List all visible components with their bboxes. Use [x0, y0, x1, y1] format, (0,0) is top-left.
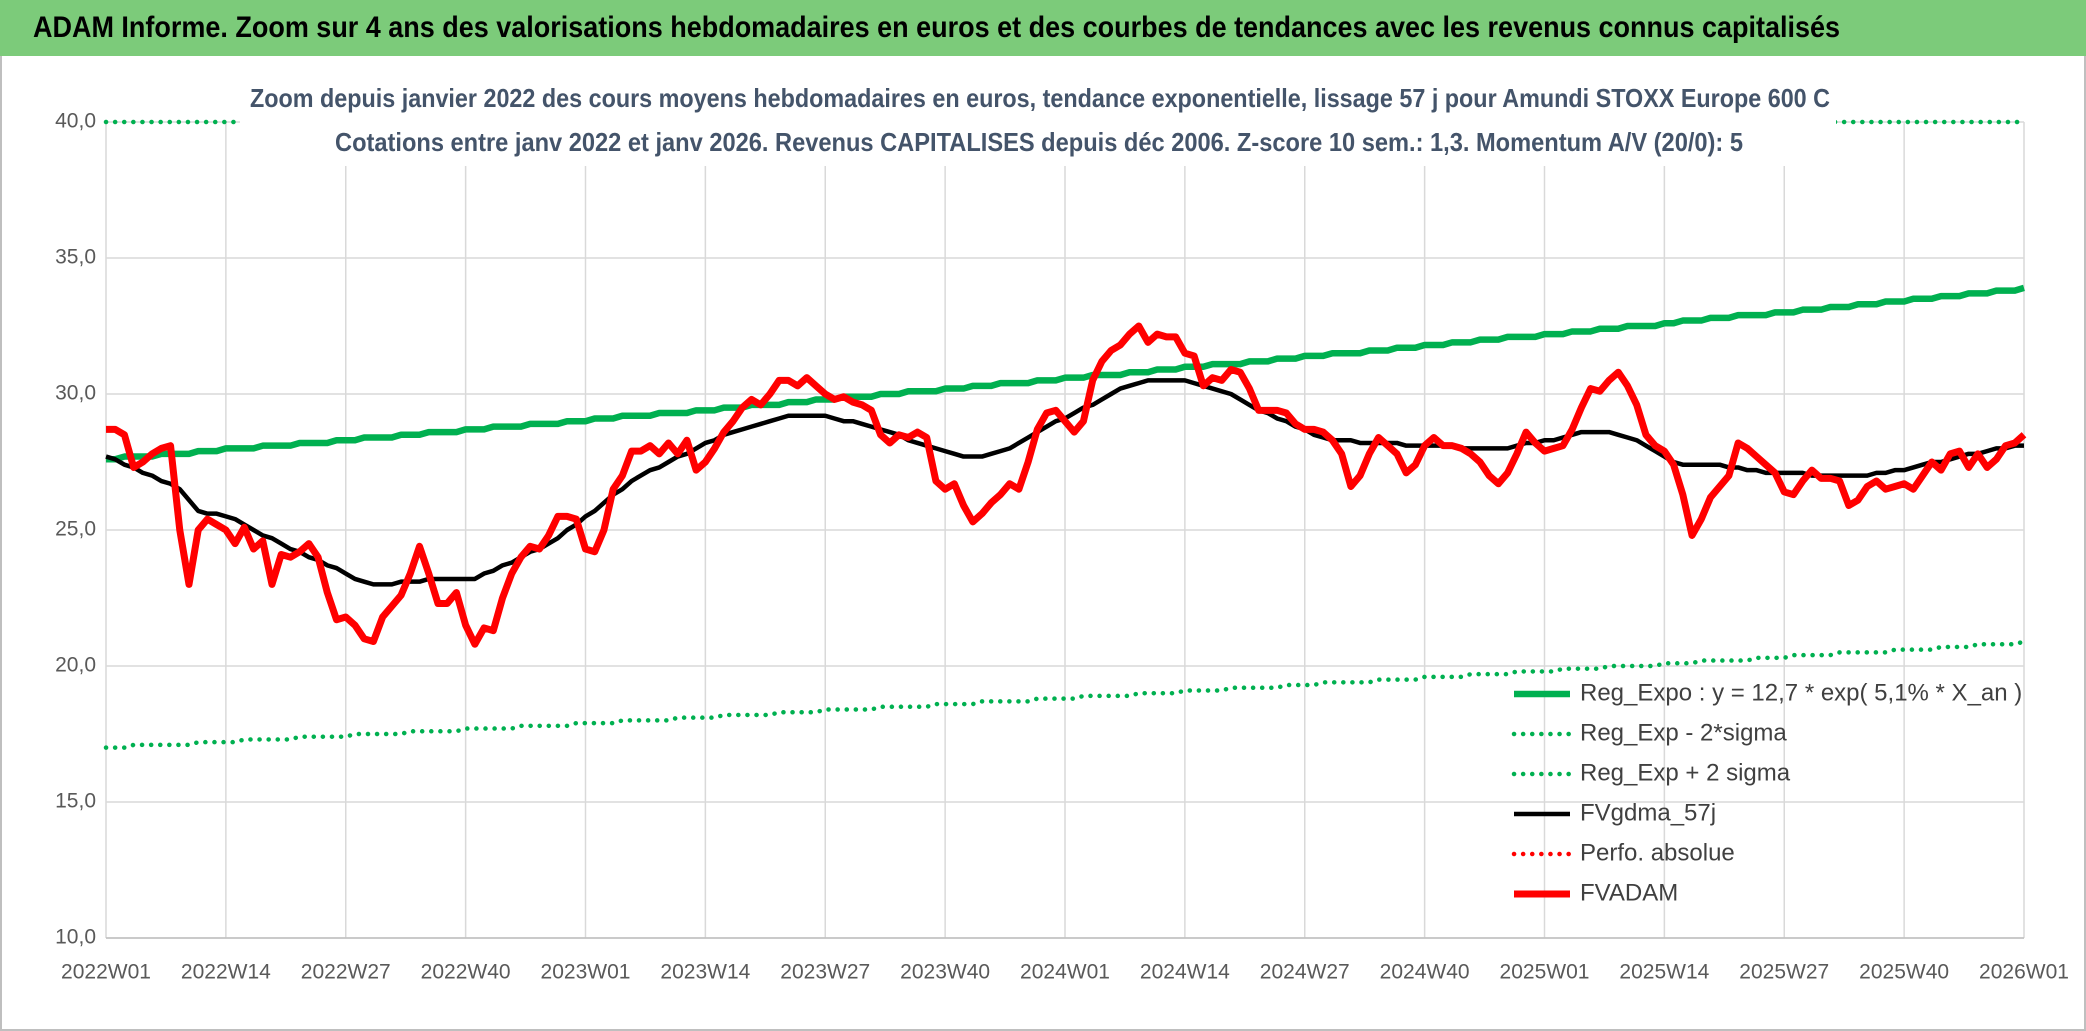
title-box — [240, 80, 1836, 166]
legend-label: Reg_Exp - 2*sigma — [1580, 719, 1787, 746]
x-tick-label: 2025W01 — [1500, 961, 1590, 984]
x-tick-label: 2024W40 — [1380, 961, 1470, 984]
x-tick-label: 2023W40 — [900, 961, 990, 984]
legend-label: FVgdma_57j — [1580, 799, 1716, 826]
y-tick-label: 20,0 — [55, 654, 96, 677]
y-tick-label: 15,0 — [55, 790, 96, 813]
legend-label: Reg_Expo : y = 12,7 * exp( 5,1% * X_an ) — [1580, 679, 2022, 706]
x-tick-label: 2022W14 — [181, 961, 271, 984]
x-tick-label: 2025W14 — [1619, 961, 1709, 984]
y-tick-label: 40,0 — [55, 110, 96, 133]
series-line — [103, 639, 2027, 750]
y-tick-label: 10,0 — [55, 926, 96, 949]
legend-label: Reg_Exp + 2 sigma — [1580, 759, 1791, 786]
y-tick-label: 30,0 — [55, 382, 96, 405]
legend-label: FVADAM — [1580, 879, 1678, 906]
x-tick-label: 2023W01 — [541, 961, 631, 984]
x-tick-label: 2024W27 — [1260, 961, 1350, 984]
chart-title: Zoom depuis janvier 2022 des cours moyen… — [250, 83, 1830, 113]
x-tick-label: 2022W27 — [301, 961, 391, 984]
legend: Reg_Expo : y = 12,7 * exp( 5,1% * X_an )… — [1511, 679, 2022, 906]
x-tick-label: 2022W40 — [421, 961, 511, 984]
y-tick-label: 35,0 — [55, 246, 96, 269]
chart-subtitle: Cotations entre janv 2022 et janv 2026. … — [335, 127, 1743, 157]
x-tick-label: 2025W40 — [1859, 961, 1949, 984]
x-tick-label: 2024W14 — [1140, 961, 1230, 984]
header-bar — [0, 0, 2086, 56]
series-line — [106, 322, 2027, 648]
x-tick-label: 2023W27 — [780, 961, 870, 984]
x-tick-label: 2024W01 — [1020, 961, 1110, 984]
x-tick-label: 2025W27 — [1739, 961, 1829, 984]
y-tick-label: 25,0 — [55, 518, 96, 541]
series-line — [106, 284, 2025, 463]
x-tick-label: 2023W14 — [660, 961, 750, 984]
x-tick-label: 2022W01 — [61, 961, 151, 984]
x-tick-label: 2026W01 — [1979, 961, 2069, 984]
legend-label: Perfo. absolue — [1580, 839, 1735, 866]
header-title: ADAM Informe. Zoom sur 4 ans des valoris… — [33, 11, 1840, 44]
